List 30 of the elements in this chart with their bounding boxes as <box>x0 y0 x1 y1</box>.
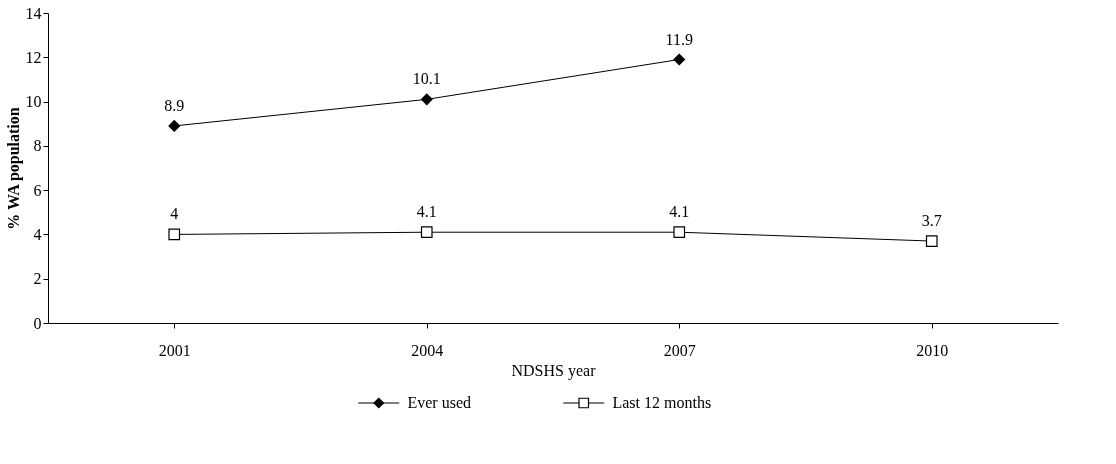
data-label: 10.1 <box>412 70 441 88</box>
data-label: 8.9 <box>164 96 185 114</box>
point <box>925 235 938 247</box>
x-tick-label: 2010 <box>916 341 949 359</box>
data-label: 11.9 <box>665 30 693 48</box>
point <box>420 226 433 239</box>
y-axis-title: % WA population <box>4 107 23 230</box>
point <box>168 120 181 132</box>
y-tick-label: 14 <box>25 4 42 22</box>
y-tick-label: 0 <box>33 314 42 332</box>
data-label: 4.1 <box>669 203 690 221</box>
x-axis-title: NDSHS year <box>511 361 597 380</box>
data-label: 3.7 <box>921 212 942 230</box>
y-tick-label: 6 <box>33 181 42 199</box>
data-label: 4.1 <box>416 203 437 221</box>
legend-label: Last 12 months <box>612 394 712 411</box>
x-tick-label: 2007 <box>663 341 696 359</box>
x-tick-label: 2001 <box>158 341 191 359</box>
point <box>673 53 686 66</box>
y-tick-label: 10 <box>25 93 42 111</box>
point <box>168 228 181 241</box>
y-tick-label: 12 <box>25 48 42 66</box>
y-tick-label: 8 <box>33 137 42 155</box>
point <box>673 226 686 239</box>
x-tick-label: 2004 <box>411 341 444 359</box>
data-label: 4 <box>170 205 179 223</box>
point <box>420 93 433 106</box>
legend-label: Ever used <box>407 394 471 411</box>
y-tick-label: 2 <box>33 270 42 288</box>
y-tick-label: 4 <box>33 225 42 243</box>
